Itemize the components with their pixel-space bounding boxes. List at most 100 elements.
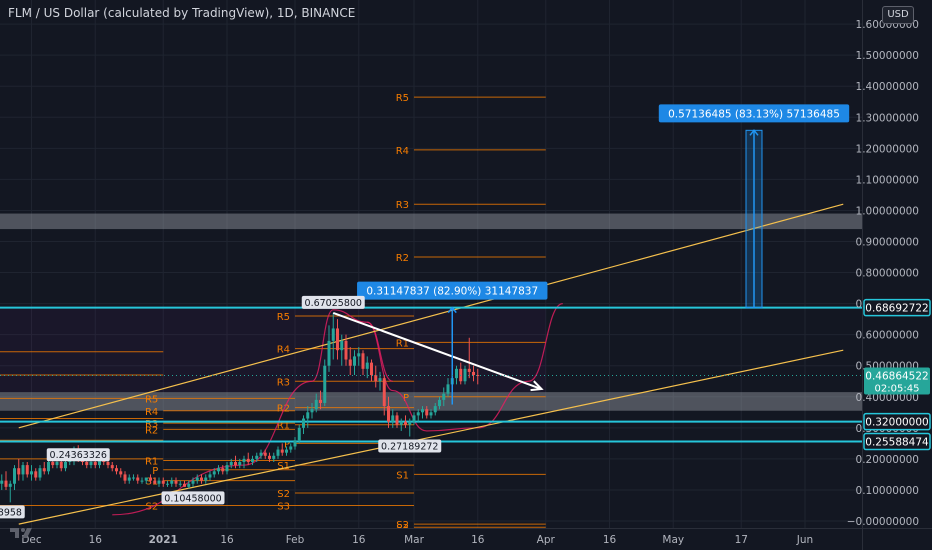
y-tick-label: 0.20000000 xyxy=(856,454,919,466)
candle-body xyxy=(234,461,237,466)
candle-body xyxy=(183,483,186,487)
candle-body xyxy=(110,465,114,469)
candle-body xyxy=(238,461,242,466)
y-tick-label: −0.00000000 xyxy=(847,516,919,528)
candle-body xyxy=(276,449,280,456)
candle-body xyxy=(382,378,386,407)
candle-body xyxy=(13,468,16,484)
price-annotation: 0.67025800 xyxy=(305,298,362,309)
support-zone xyxy=(0,213,862,230)
candle-body xyxy=(30,471,33,475)
y-tick-label: 0.40000000 xyxy=(856,392,919,404)
pivot-label: R5 xyxy=(396,93,409,104)
measure-arrow xyxy=(447,306,457,314)
currency-selector[interactable]: USD xyxy=(882,6,914,24)
pivot-label: P xyxy=(284,439,290,450)
chart-title: FLM / US Dollar (calculated by TradingVi… xyxy=(8,6,356,20)
candle-body xyxy=(476,375,480,377)
candle-body xyxy=(38,468,42,478)
candle-body xyxy=(246,458,250,462)
candle-body xyxy=(399,421,403,425)
plot-area: R5R4R3R2R1PS1S2S3R5R4R3R2R1PS1S2S3R5R4R3… xyxy=(0,0,862,534)
candle-body xyxy=(467,368,471,372)
candle-body xyxy=(331,328,335,341)
candle-body xyxy=(153,480,157,484)
candle-body xyxy=(378,378,382,382)
x-tick-label: 2021 xyxy=(149,534,178,546)
candle-body xyxy=(229,461,233,466)
candle-body xyxy=(416,412,420,416)
pivot-label: R5 xyxy=(145,394,158,405)
support-zone xyxy=(0,392,862,411)
candle-body xyxy=(127,477,131,481)
candle-body xyxy=(174,480,178,484)
pivot-label: S2 xyxy=(396,520,409,531)
candle-body xyxy=(463,368,467,382)
last-price-value: 0.46864522 xyxy=(865,370,928,382)
candle-body xyxy=(208,474,212,478)
candle-body xyxy=(119,471,123,475)
price-annotation: 0.06008958 xyxy=(0,507,22,518)
price-annotation-box xyxy=(378,439,442,453)
y-tick-label: 1.00000000 xyxy=(856,205,919,217)
pivot-label: R3 xyxy=(396,200,409,211)
candle-body xyxy=(387,406,390,422)
candle-body xyxy=(8,483,12,487)
pivot-label: R5 xyxy=(277,312,290,323)
level-tag: 0.68692722 xyxy=(865,303,928,315)
pattern-curve xyxy=(366,303,563,432)
candle-body xyxy=(412,415,416,422)
candle-body xyxy=(319,399,322,403)
candle-body xyxy=(166,483,169,485)
candle-body xyxy=(306,412,310,419)
candle-body xyxy=(59,461,63,469)
candle-body xyxy=(55,461,59,466)
pivot-label: S3 xyxy=(396,523,409,534)
candle-body xyxy=(51,461,55,466)
price-annotation-box xyxy=(0,505,25,519)
measure-label: 0.57136485 (83.13%) 57136485 xyxy=(668,108,840,120)
candle-body xyxy=(64,461,67,469)
candle-body xyxy=(310,409,314,413)
pattern-box xyxy=(0,307,546,393)
pivot-label: R4 xyxy=(277,345,290,356)
measure-label-box xyxy=(357,281,548,300)
pivot-label: S2 xyxy=(277,489,290,500)
pivot-label: R3 xyxy=(277,377,290,388)
candle-body xyxy=(353,356,356,366)
x-tick-label: Apr xyxy=(537,534,556,546)
candle-body xyxy=(263,452,267,456)
candle-body xyxy=(178,483,182,485)
trend-line xyxy=(18,349,844,525)
candle-body xyxy=(314,399,318,410)
x-tick-label: 16 xyxy=(220,534,234,546)
candle-body xyxy=(442,393,446,400)
y-tick-label: 1.10000000 xyxy=(856,174,919,186)
candle-body xyxy=(370,362,373,376)
candle-body xyxy=(140,480,144,482)
candle-body xyxy=(132,477,135,479)
candle-body xyxy=(302,418,305,428)
candle-body xyxy=(225,465,229,472)
candle-body xyxy=(255,455,259,459)
trend-arrow xyxy=(332,311,542,390)
candle-body xyxy=(123,474,127,481)
candle-body xyxy=(136,477,140,481)
candle-body xyxy=(89,461,93,466)
candle-body xyxy=(272,455,276,459)
candle-body xyxy=(348,359,352,366)
candle-body xyxy=(357,353,361,357)
candle-body xyxy=(327,340,331,366)
pivot-label: R2 xyxy=(396,253,409,264)
candle-body xyxy=(340,340,344,351)
candle-body xyxy=(21,465,25,475)
candle-body xyxy=(204,477,208,481)
candle-body xyxy=(93,461,97,466)
candle-body xyxy=(285,449,288,453)
candle-body xyxy=(187,483,191,487)
x-tick-label: Feb xyxy=(286,534,305,546)
candle-body xyxy=(259,452,263,456)
level-tag-box xyxy=(863,412,931,431)
candle-body xyxy=(42,468,46,472)
